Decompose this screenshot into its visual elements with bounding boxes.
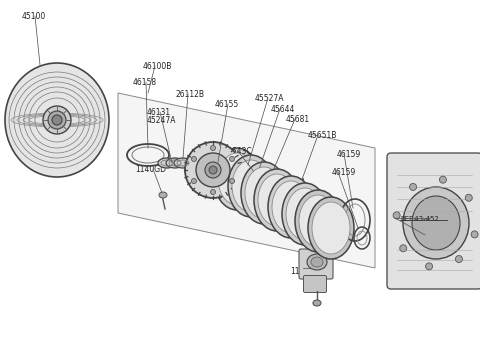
- Ellipse shape: [5, 63, 109, 177]
- Ellipse shape: [159, 192, 167, 198]
- Ellipse shape: [409, 183, 417, 190]
- Text: 45643C: 45643C: [223, 147, 252, 156]
- Ellipse shape: [440, 176, 446, 183]
- Ellipse shape: [211, 189, 216, 194]
- Ellipse shape: [403, 187, 469, 259]
- Ellipse shape: [456, 256, 462, 262]
- Ellipse shape: [218, 153, 256, 205]
- Text: 46120C: 46120C: [310, 230, 339, 239]
- Ellipse shape: [272, 181, 310, 233]
- Text: 46158: 46158: [133, 78, 157, 87]
- Text: 45651B: 45651B: [308, 131, 337, 140]
- Ellipse shape: [258, 174, 296, 226]
- Ellipse shape: [299, 195, 337, 247]
- FancyBboxPatch shape: [303, 276, 326, 293]
- Ellipse shape: [245, 167, 283, 219]
- Ellipse shape: [400, 245, 407, 252]
- Ellipse shape: [192, 157, 196, 162]
- Text: 45247A: 45247A: [147, 116, 177, 125]
- Ellipse shape: [209, 166, 217, 174]
- Ellipse shape: [307, 254, 327, 270]
- Ellipse shape: [412, 196, 460, 250]
- Ellipse shape: [311, 257, 323, 267]
- Ellipse shape: [393, 212, 400, 219]
- Text: 46155: 46155: [215, 100, 239, 109]
- Ellipse shape: [229, 157, 235, 162]
- Text: 46131: 46131: [147, 108, 171, 117]
- Ellipse shape: [229, 178, 235, 183]
- Text: REF.43-452: REF.43-452: [400, 216, 439, 222]
- Ellipse shape: [158, 158, 176, 168]
- Text: 45527A: 45527A: [255, 94, 285, 103]
- Ellipse shape: [232, 160, 270, 212]
- Ellipse shape: [295, 190, 341, 252]
- Ellipse shape: [254, 169, 300, 231]
- Ellipse shape: [43, 106, 71, 134]
- FancyBboxPatch shape: [299, 249, 333, 279]
- Text: 45644: 45644: [271, 105, 295, 114]
- Ellipse shape: [185, 142, 241, 198]
- Polygon shape: [118, 93, 375, 268]
- Ellipse shape: [228, 155, 274, 217]
- Ellipse shape: [312, 202, 350, 254]
- Text: 26112B: 26112B: [176, 90, 205, 99]
- Ellipse shape: [211, 146, 216, 151]
- Text: 11405B: 11405B: [290, 267, 319, 276]
- Ellipse shape: [282, 183, 328, 245]
- Text: 46159: 46159: [332, 168, 356, 177]
- Ellipse shape: [313, 300, 321, 306]
- Ellipse shape: [241, 162, 287, 224]
- Ellipse shape: [52, 115, 62, 125]
- FancyBboxPatch shape: [387, 153, 480, 289]
- Ellipse shape: [192, 178, 196, 183]
- Text: 45681: 45681: [286, 115, 310, 124]
- Ellipse shape: [196, 153, 230, 187]
- Ellipse shape: [426, 263, 432, 270]
- Ellipse shape: [286, 188, 324, 240]
- Ellipse shape: [465, 194, 472, 201]
- Ellipse shape: [268, 176, 314, 238]
- Text: 45577A: 45577A: [277, 178, 307, 187]
- Ellipse shape: [471, 231, 478, 238]
- Text: 45100: 45100: [22, 12, 46, 21]
- Ellipse shape: [205, 162, 221, 178]
- Text: 46100B: 46100B: [143, 62, 172, 71]
- Ellipse shape: [174, 158, 192, 168]
- Ellipse shape: [48, 111, 66, 129]
- Ellipse shape: [308, 197, 354, 259]
- Ellipse shape: [166, 158, 184, 168]
- Text: 46159: 46159: [337, 150, 361, 159]
- Ellipse shape: [214, 148, 260, 210]
- Text: 1140GD: 1140GD: [135, 165, 166, 174]
